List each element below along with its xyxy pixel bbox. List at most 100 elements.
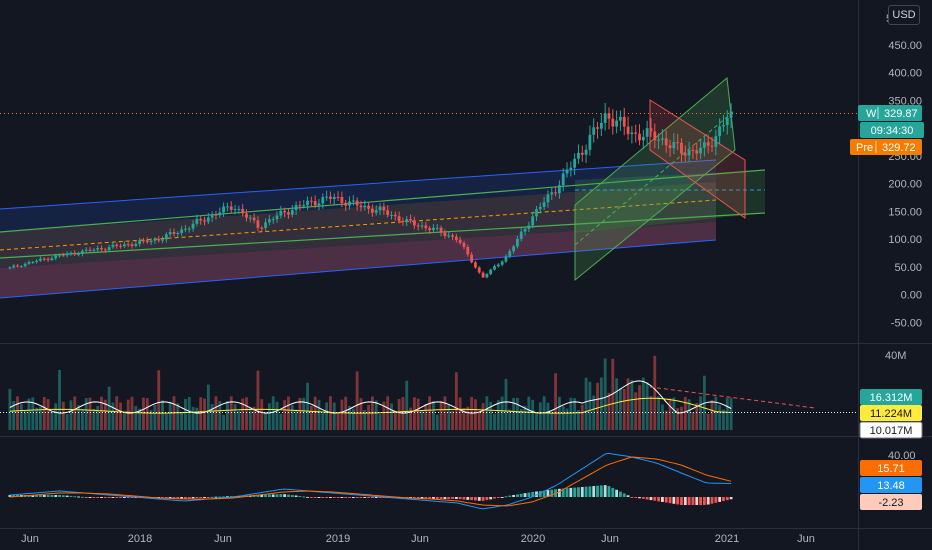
macd-histogram-bar [12, 495, 16, 497]
candle-body [111, 244, 115, 248]
candle-body [584, 149, 588, 155]
candle-body [638, 133, 641, 141]
volume-bar [203, 398, 206, 430]
currency-badge[interactable]: USD [888, 5, 920, 25]
volume-bar [622, 388, 626, 430]
macd-histogram-bar [252, 495, 256, 497]
candle-body [542, 202, 546, 207]
macd-histogram-bar [725, 497, 729, 501]
candle-body [134, 243, 138, 246]
volume-bar [393, 411, 397, 430]
candle-body [409, 219, 412, 221]
candle-body [168, 232, 172, 235]
volume-bar [126, 399, 130, 430]
candle-body [390, 214, 393, 216]
volume-bar [321, 413, 325, 430]
candle-body [577, 152, 580, 159]
blue-channel-fill [0, 160, 716, 298]
candle-body [500, 261, 504, 265]
candle-body [561, 173, 565, 186]
macd-histogram-bar [638, 497, 641, 499]
candle-body [195, 219, 199, 224]
volume-bar [611, 358, 615, 430]
candle-body [287, 212, 290, 215]
candle-body [619, 116, 622, 121]
macd-histogram-bar [466, 497, 470, 500]
macd-histogram-bar [8, 495, 12, 497]
candle-body [683, 153, 687, 156]
macd-histogram-bar [61, 495, 65, 497]
macd-histogram-bar [218, 496, 222, 498]
volume-bar [664, 410, 668, 430]
candle-body [340, 196, 344, 203]
macd-histogram-bar [561, 488, 565, 497]
macd-histogram-bar [340, 497, 344, 498]
candle-body [126, 244, 130, 246]
macd-histogram-bar [653, 497, 657, 501]
volume-bar [565, 408, 569, 430]
candle-body [554, 192, 557, 194]
volume-bar [157, 370, 161, 430]
candle-body [142, 240, 145, 242]
volume-bar [61, 401, 65, 430]
volume-bar [264, 411, 267, 430]
volume-bar [77, 405, 80, 430]
volume-bar [206, 384, 210, 430]
candle-body [653, 131, 657, 140]
candle-body [245, 213, 248, 218]
volume-bar [73, 396, 77, 430]
candle-body [210, 214, 214, 218]
candle-body [275, 215, 279, 220]
candle-body [504, 256, 508, 262]
macd-tag-hist: -2.23 [860, 494, 922, 510]
candle-body [493, 266, 496, 270]
volume-bar [332, 402, 336, 430]
candle-body [538, 206, 542, 210]
candle-body [309, 200, 313, 202]
macd-histogram-bar [451, 497, 454, 499]
candle-body [233, 209, 237, 211]
candle-body [184, 228, 187, 230]
premarket-tag: Pre 329.72 [850, 139, 922, 155]
volume-bar [214, 396, 218, 430]
volume-bar [481, 403, 485, 430]
price-axis-label: 150.00 [888, 206, 922, 218]
volume-bar [325, 402, 329, 430]
volume-bar [653, 355, 657, 430]
candle-body [84, 249, 88, 251]
volume-tag-yellow: 11.224M [860, 405, 922, 421]
volume-bar [580, 404, 584, 430]
candle-body [458, 239, 462, 243]
volume-bar [96, 405, 100, 430]
candle-body [27, 262, 31, 264]
volume-bar [592, 395, 596, 430]
macd-histogram-bar [39, 495, 42, 497]
macd-histogram-bar [107, 497, 111, 498]
macd-histogram-bar [164, 497, 168, 499]
volume-bar [523, 405, 527, 430]
macd-histogram-bar [172, 497, 176, 499]
candle-body [39, 258, 42, 261]
volume-bar [500, 396, 504, 430]
macd-histogram-bar [523, 493, 527, 497]
volume-tag-green-text: 16.312M [870, 392, 913, 404]
candle-body [100, 248, 103, 250]
macd-histogram-bar [477, 497, 481, 501]
candle-body [161, 239, 164, 241]
volume-tag-yellow-text: 11.224M [870, 408, 912, 420]
volume-bar [298, 398, 302, 430]
candle-body [371, 208, 374, 213]
macd-histogram-bar [626, 495, 630, 497]
volume-bar [103, 399, 107, 430]
macd-histogram-bar [73, 496, 77, 498]
volume-bar [462, 408, 466, 430]
macd-histogram-bar [485, 497, 489, 501]
macd-histogram-bar [54, 495, 58, 497]
volume-bar [294, 409, 298, 430]
macd-histogram-bar [100, 497, 103, 498]
countdown-tag-text: 09:34:30 [871, 125, 914, 137]
candle-body [550, 192, 554, 195]
candle-body [729, 111, 733, 118]
candle-body [12, 265, 16, 268]
